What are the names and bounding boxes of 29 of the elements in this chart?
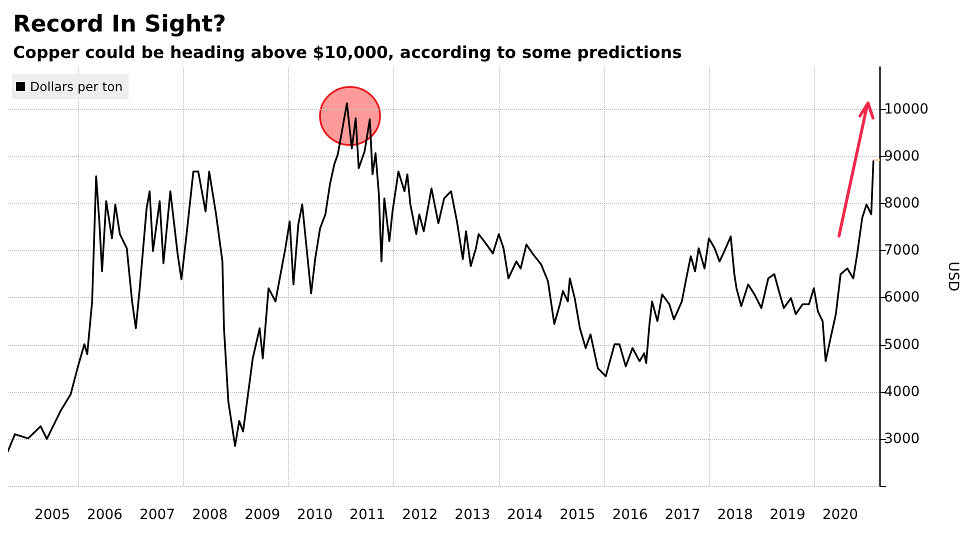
legend-label: Dollars per ton [30,79,123,94]
x-tick-label: 2006 [86,507,123,523]
x-tick-label: 2019 [770,507,806,523]
y-axis-title: USD [945,262,961,292]
x-tick-label: 2015 [560,507,596,523]
x-tick-label: 2010 [297,507,333,523]
x-tick-label: 2008 [192,507,228,523]
y-tick-label: 7000 [884,242,920,259]
x-tick-label: 2014 [507,507,543,523]
x-tick-label: 2016 [612,507,648,523]
y-tick-label: 5000 [884,336,920,353]
x-tick-label: 2009 [244,507,280,523]
x-tick-label: 2011 [350,507,386,523]
y-tick-label: 9000 [884,148,920,164]
x-tick-label: 2005 [34,507,70,523]
y-tick-label: 10000 [884,101,929,118]
chart-title: Record In Sight? [13,12,226,38]
chart-subtitle: Copper could be heading above $10,000, according to some predictions [13,43,682,62]
line-series [8,102,874,452]
y-tick-label: 8000 [884,196,920,212]
y-tick-label: 4000 [884,384,920,400]
y-tick-label: 3000 [884,430,920,447]
x-tick-label: 2013 [454,507,490,523]
x-tick-label: 2012 [402,507,438,523]
x-tick-label: 2017 [664,507,700,523]
x-tick-label: 2020 [822,507,858,523]
x-tick-label: 2018 [717,507,753,523]
x-tick-label: 2007 [139,507,176,523]
y-tick-label: 6000 [884,290,920,306]
